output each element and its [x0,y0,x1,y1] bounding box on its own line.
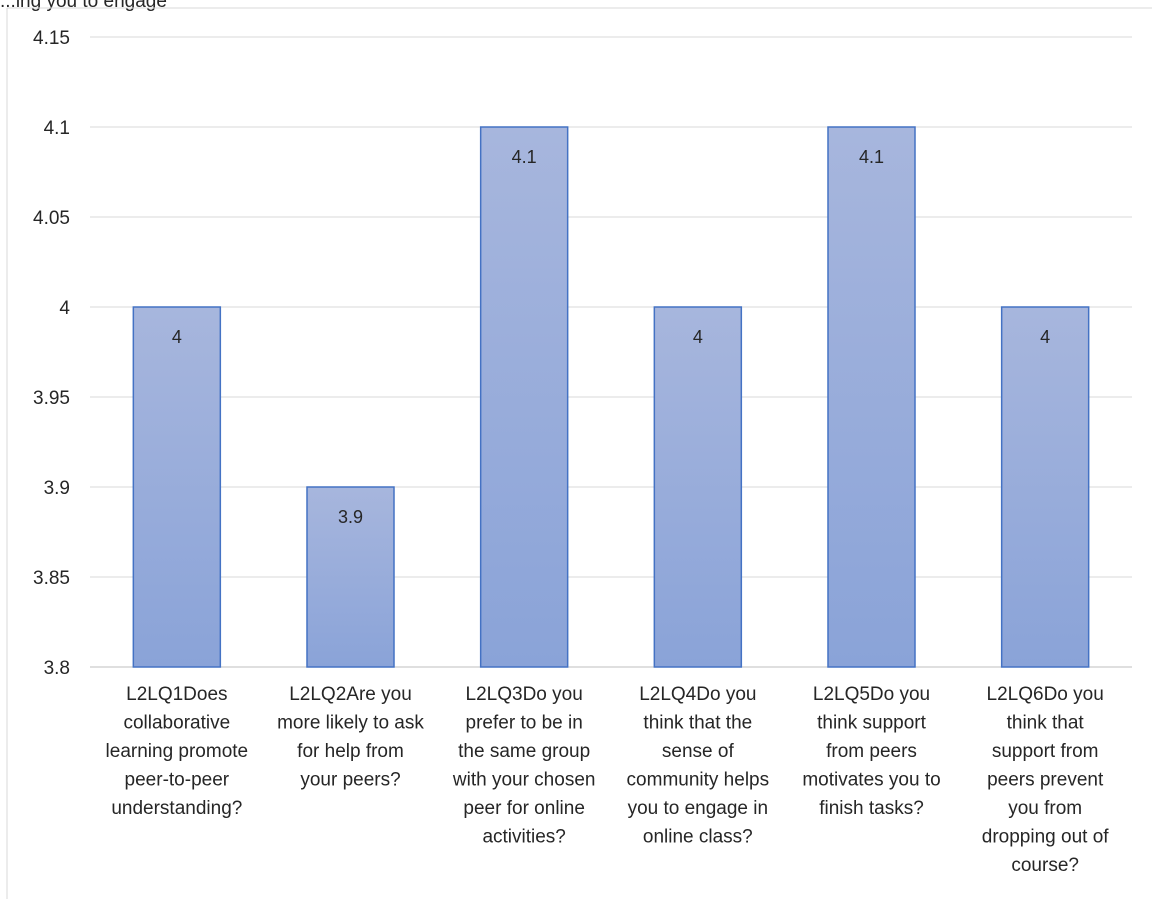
x-category-label: L2LQ2Are you more likely to ask for help f… [277,684,424,791]
x-category-label: L2LQ6Do you think that support from peers p… [982,684,1109,876]
x-category-label: L2LQ5Do you think support from peers motiva… [802,684,940,819]
x-category-label: L2LQ3Do you prefer to be in the same group… [452,684,596,848]
x-category-label: L2LQ4Do you think that the sense of communi… [627,684,770,848]
bar [653,306,743,668]
bar [306,486,395,668]
y-tick-label: 3.8 [44,658,70,679]
bars [132,126,1090,668]
y-tick-label: 4.05 [33,208,70,229]
data-label: 3.9 [338,507,363,527]
data-label: 4 [172,327,182,347]
data-label: 4.1 [512,147,537,167]
bar [132,306,222,668]
y-tick-label: 3.95 [33,388,70,409]
data-labels: 4 3.9 4.1 4 4.1 4 [172,147,1050,527]
bar [1000,306,1090,668]
chart-title-fragment: ...ing you to engage [0,0,167,12]
data-label: 4 [1040,327,1050,347]
y-tick-label: 4.1 [44,118,70,139]
y-tick-label: 3.85 [33,568,70,589]
data-label: 4 [693,327,703,347]
gridlines [90,36,1132,668]
y-tick-label: 3.9 [44,478,70,499]
x-axis-categories: L2LQ1Does collaborative learning promote pe… [106,684,1110,876]
bar [827,126,916,668]
x-category-label: L2LQ1Does collaborative learning promote pe… [106,684,249,819]
y-tick-label: 4 [59,298,70,319]
y-axis-ticks: 3.8 3.85 3.9 3.95 4 4.05 4.1 4.15 [33,28,70,679]
bar [479,126,569,668]
data-label: 4.1 [859,147,884,167]
y-tick-label: 4.15 [33,28,70,49]
